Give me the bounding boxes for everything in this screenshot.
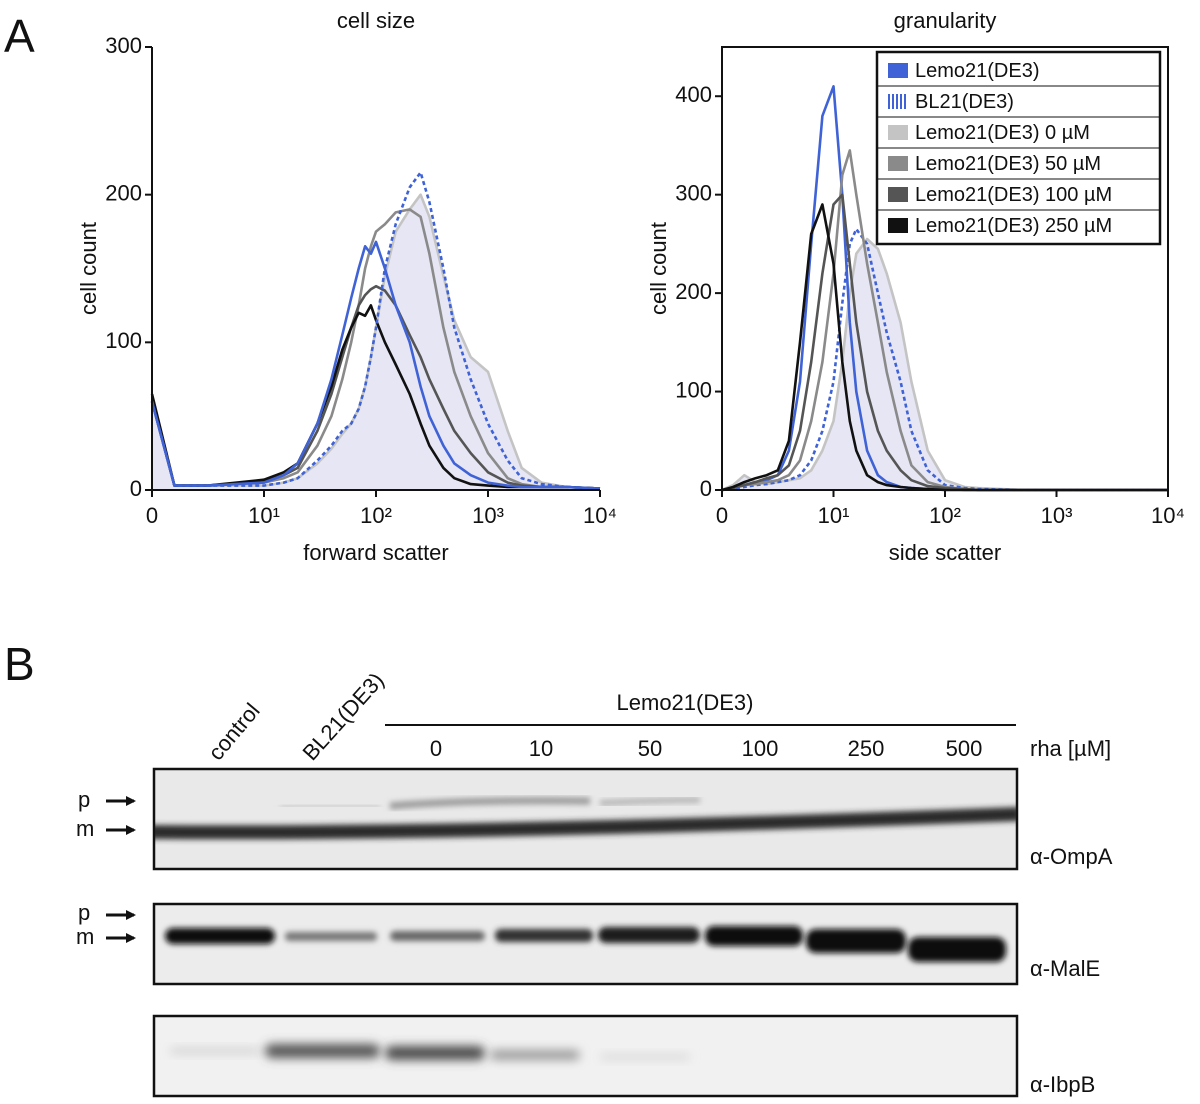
bands [155,797,1016,840]
concentration: 500 [946,736,983,761]
x-axis-label: side scatter [889,540,1002,565]
chart-title: granularity [894,8,997,33]
blot-frame [152,767,1019,871]
y-tick-label: 400 [675,82,712,107]
band [908,937,1006,962]
band [600,1054,690,1060]
band [390,931,485,941]
chart: cell size forward scatter cell count 0 100 20… [76,8,617,565]
chart-title: cell size [337,8,415,33]
concentration: 10 [529,736,553,761]
x-tick-label: 10³ [1041,503,1073,528]
band [490,1050,580,1060]
lane-label: control [203,698,265,765]
legend-swatch [888,94,908,109]
x-tick-label: 10³ [472,503,504,528]
y-tick-label: 0 [700,476,712,501]
band [155,807,1016,840]
band [385,1046,485,1060]
band [170,1048,260,1054]
y-tick-label: 300 [105,33,142,58]
band [806,929,906,953]
x-tick-label: 10⁴ [1151,503,1185,528]
marker-label: m [76,924,94,949]
x-tick-label: 10² [929,503,961,528]
marker-label: p [78,787,90,812]
legend-label: Lemo21(DE3) 50 µM [915,153,1101,175]
blot-frame [152,1014,1019,1098]
legend-swatch [888,187,908,202]
panel-label: B [4,638,35,690]
line [721,237,1168,492]
legend-swatch [888,218,908,233]
legend-label: Lemo21(DE3) 100 µM [915,184,1112,206]
x-tick-label: 0 [146,503,158,528]
line [150,171,601,490]
y-tick-label: 0 [130,476,142,501]
concentration: 50 [638,736,662,761]
area [722,239,1168,490]
western-blot: control BL21(DE3) Lemo21(DE3) 0 10 50 10… [76,668,1113,1098]
y-tick-label: 100 [105,328,142,353]
band [279,802,381,809]
band [285,932,377,941]
x-tick-label: 10² [360,503,392,528]
panel-label: A [4,10,35,62]
band [165,928,275,944]
legend-label: Lemo21(DE3) 250 µM [915,215,1112,237]
legend-swatch [888,125,908,140]
area [152,194,600,490]
blot-frame [152,902,1019,986]
legend-label: Lemo21(DE3) 0 µM [915,122,1090,144]
group-label: Lemo21(DE3) [617,690,754,715]
band [389,797,591,810]
y-tick-label: 300 [675,180,712,205]
y-tick-label: 100 [675,377,712,402]
antibody-label: α-OmpA [1030,844,1113,869]
x-tick-label: 10¹ [248,503,280,528]
x-tick-label: 10¹ [818,503,850,528]
band [265,1044,380,1058]
lane-label: BL21(DE3) [297,668,388,766]
y-axis-label: cell count [646,222,671,315]
concentration: 250 [848,736,885,761]
line [150,240,601,490]
x-axis-label: forward scatter [303,540,449,565]
concentration: 100 [742,736,779,761]
x-tick-label: 0 [716,503,728,528]
antibody-label: α-IbpB [1030,1072,1095,1097]
line [150,284,601,490]
line [150,208,601,490]
legend-swatch [888,63,908,78]
y-tick-label: 200 [675,279,712,304]
unit-label: rha [µM] [1030,736,1111,761]
marker-label: m [76,816,94,841]
y-tick-label: 200 [105,180,142,205]
band [705,926,803,946]
bands [165,926,1006,962]
legend-swatch [888,156,908,171]
legend-label: Lemo21(DE3) [915,60,1040,82]
marker-label: p [78,900,90,925]
x-tick-label: 10⁴ [583,503,617,528]
concentration: 0 [430,736,442,761]
y-axis-label: cell count [76,222,101,315]
bands [170,1044,690,1060]
band [495,929,593,942]
chart: granularity side scatter cell count 0 100 200… [646,8,1185,565]
band [598,927,700,943]
legend-label: BL21(DE3) [915,91,1014,113]
band [599,797,701,806]
antibody-label: α-MalE [1030,956,1100,981]
